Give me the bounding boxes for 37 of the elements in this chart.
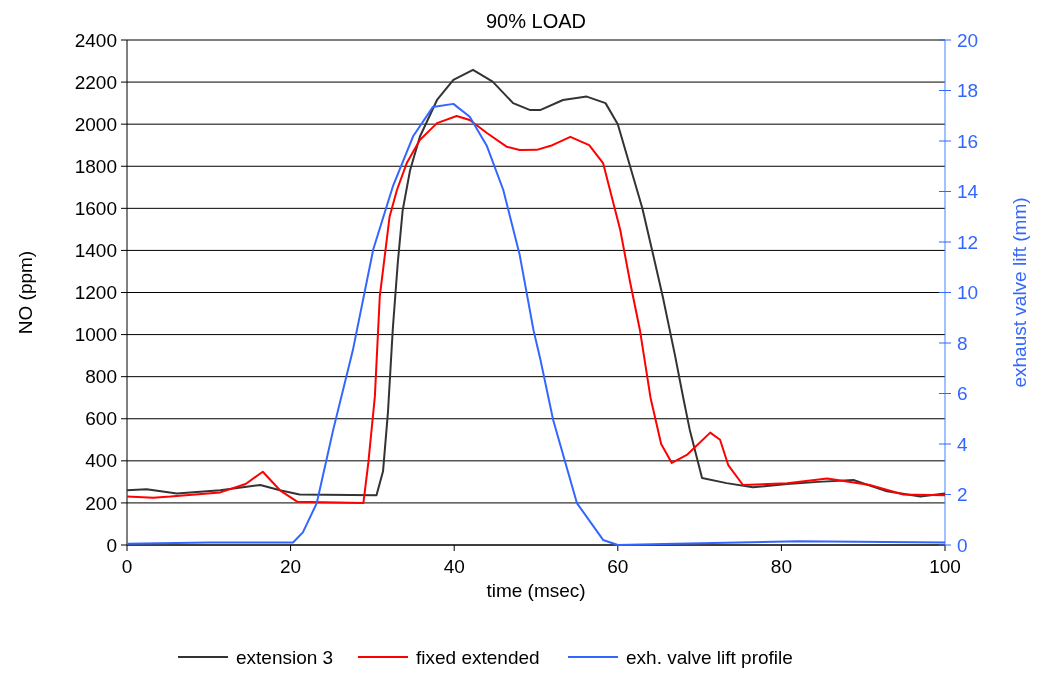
y-tick-label: 2400 (74, 29, 117, 51)
y2-tick-label: 14 (957, 181, 979, 203)
x-tick-label: 100 (929, 556, 961, 577)
chart-title: 90% LOAD (485, 10, 587, 32)
legend-label: exh. valve lift profile (626, 646, 793, 668)
y-tick-label: 600 (85, 408, 117, 430)
x-tick-label: 20 (280, 556, 302, 577)
y-tick-label: 2000 (74, 113, 117, 135)
y-tick-label: 1200 (74, 282, 117, 304)
y-tick-label: 2200 (74, 71, 117, 93)
x-tick-label: 0 (121, 556, 133, 577)
y2-tick-label: 18 (957, 80, 979, 102)
y2-tick-label: 10 (957, 282, 979, 304)
y-tick-label: 1600 (74, 197, 117, 219)
x-tick-label: 40 (443, 556, 465, 577)
y2-tick-label: 0 (957, 534, 968, 556)
y-tick-label: 400 (85, 450, 117, 472)
y2-axis-title: exhaust valve lift (mm) (1009, 197, 1030, 388)
legend-label: extension 3 (236, 646, 334, 668)
y-tick-label: 0 (106, 534, 117, 556)
x-tick-label: 80 (770, 556, 792, 577)
y2-tick-label: 6 (957, 383, 968, 405)
y-tick-label: 800 (85, 366, 117, 388)
y-tick-label: 1400 (74, 240, 117, 262)
y-tick-label: 1800 (74, 155, 117, 177)
legend-label: fixed extended (416, 646, 540, 668)
x-tick-label: 60 (607, 556, 629, 577)
y-tick-label: 200 (85, 492, 117, 514)
y2-tick-label: 16 (957, 130, 979, 152)
y2-tick-label: 20 (957, 29, 979, 51)
y2-tick-label: 12 (957, 231, 979, 253)
y2-tick-label: 8 (957, 332, 968, 354)
y-axis-title: NO (ppm) (15, 250, 36, 335)
y-tick-label: 1000 (74, 324, 117, 346)
y2-tick-label: 4 (957, 433, 968, 455)
y2-tick-label: 2 (957, 484, 968, 506)
x-axis-title: time (msec) (486, 580, 586, 601)
